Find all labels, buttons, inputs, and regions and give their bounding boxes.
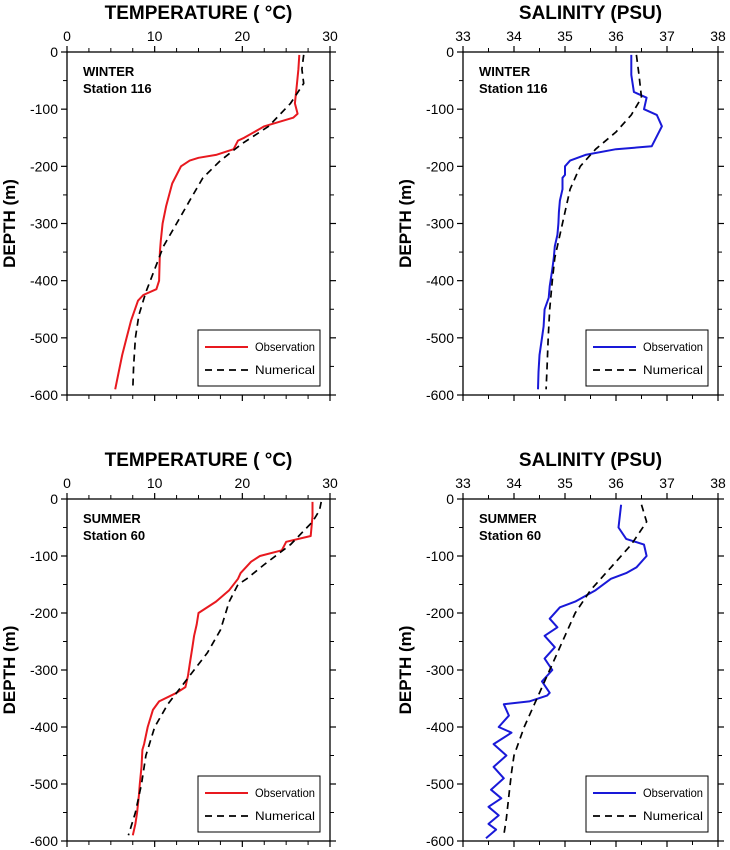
y-tick-label: 0 [50,491,58,507]
chart-title: TEMPERATURE ( °C) [105,450,293,471]
x-tick-label: 34 [506,475,522,491]
y-tick-label: -300 [30,216,58,232]
station-annotation: SUMMER [83,511,141,526]
station-annotation: Station 116 [479,81,548,96]
y-axis-label: DEPTH (m) [396,179,415,268]
figure: TEMPERATURE ( °C) DEPTH (m) 0 10 20 30 0 -100 -2… [0,0,730,850]
x-tick-label: 38 [710,475,726,491]
station-annotation: SUMMER [479,511,537,526]
x-tick-label: 37 [659,28,675,44]
y-tick-label: -600 [30,833,58,849]
legend-box [198,776,320,832]
chart-title: SALINITY (PSU) [519,450,662,471]
chart-title: SALINITY (PSU) [519,3,662,24]
y-tick-label: -200 [426,158,454,174]
y-tick-label: -100 [426,101,454,117]
y-tick-label: -600 [30,387,58,403]
station-annotation: Station 60 [83,528,145,543]
legend-label-observation: Observation [643,786,703,800]
x-tick-label: 20 [235,475,251,491]
chart-panel-3: TEMPERATURE ( °C) DEPTH (m) 0 10 20 30 0 -100 -2… [0,450,338,849]
y-tick-label: -200 [30,605,58,621]
y-tick-label: -100 [30,101,58,117]
y-tick-label: 0 [446,44,454,60]
x-tick-label: 36 [608,28,624,44]
y-tick-label: -300 [426,216,454,232]
x-tick-label: 37 [659,475,675,491]
x-tick-label: 0 [63,475,71,491]
y-tick-label: -400 [426,273,454,289]
y-tick-label: -400 [30,273,58,289]
legend-label-observation: Observation [255,786,315,800]
legend: Observation Numerical [586,776,708,832]
y-tick-label: -300 [426,662,454,678]
legend: Observation Numerical [586,330,708,386]
x-tick-label: 0 [63,28,71,44]
chart-title: TEMPERATURE ( °C) [105,3,293,24]
y-tick-label: -500 [426,776,454,792]
y-tick-label: -100 [30,548,58,564]
y-tick-label: -600 [426,387,454,403]
y-tick-label: -200 [426,605,454,621]
x-tick-label: 33 [455,475,471,491]
legend-label-observation: Observation [255,340,315,354]
y-axis-label: DEPTH (m) [0,179,19,268]
y-tick-label: 0 [446,491,454,507]
y-tick-label: -500 [30,330,58,346]
x-tick-label: 10 [147,475,163,491]
legend: Observation Numerical [198,776,320,832]
x-tick-label: 30 [322,28,338,44]
y-tick-label: -400 [426,719,454,735]
y-axis-label: DEPTH (m) [0,626,19,715]
x-tick-label: 20 [235,28,251,44]
y-tick-label: -600 [426,833,454,849]
x-tick-label: 36 [608,475,624,491]
legend-label-numerical: Numerical [643,363,703,377]
legend-label-numerical: Numerical [255,809,315,823]
y-tick-label: -400 [30,719,58,735]
station-annotation: WINTER [83,64,135,79]
legend-box [198,330,320,386]
station-annotation: WINTER [479,64,531,79]
chart-panel-1: TEMPERATURE ( °C) DEPTH (m) 0 10 20 30 0 -100 -2… [0,3,338,403]
y-tick-label: -500 [426,330,454,346]
station-annotation: Station 116 [83,81,152,96]
y-axis-label: DEPTH (m) [396,626,415,715]
x-tick-label: 35 [557,28,573,44]
y-tick-label: -500 [30,776,58,792]
x-tick-label: 38 [710,28,726,44]
y-tick-label: -100 [426,548,454,564]
station-annotation: Station 60 [479,528,541,543]
chart-panel-2: SALINITY (PSU) DEPTH (m) 33 34 35 36 37 38 0 -100… [396,3,726,403]
y-tick-label: -300 [30,662,58,678]
legend-label-observation: Observation [643,340,703,354]
y-tick-label: 0 [50,44,58,60]
x-tick-label: 30 [322,475,338,491]
legend-box [586,776,708,832]
x-tick-label: 35 [557,475,573,491]
legend-label-numerical: Numerical [255,363,315,377]
x-tick-label: 33 [455,28,471,44]
x-tick-label: 10 [147,28,163,44]
chart-panel-4: SALINITY (PSU) DEPTH (m) 33 34 35 36 37 38 0 -100… [396,450,726,849]
legend-box [586,330,708,386]
x-tick-label: 34 [506,28,522,44]
legend-label-numerical: Numerical [643,809,703,823]
y-tick-label: -200 [30,158,58,174]
legend: Observation Numerical [198,330,320,386]
